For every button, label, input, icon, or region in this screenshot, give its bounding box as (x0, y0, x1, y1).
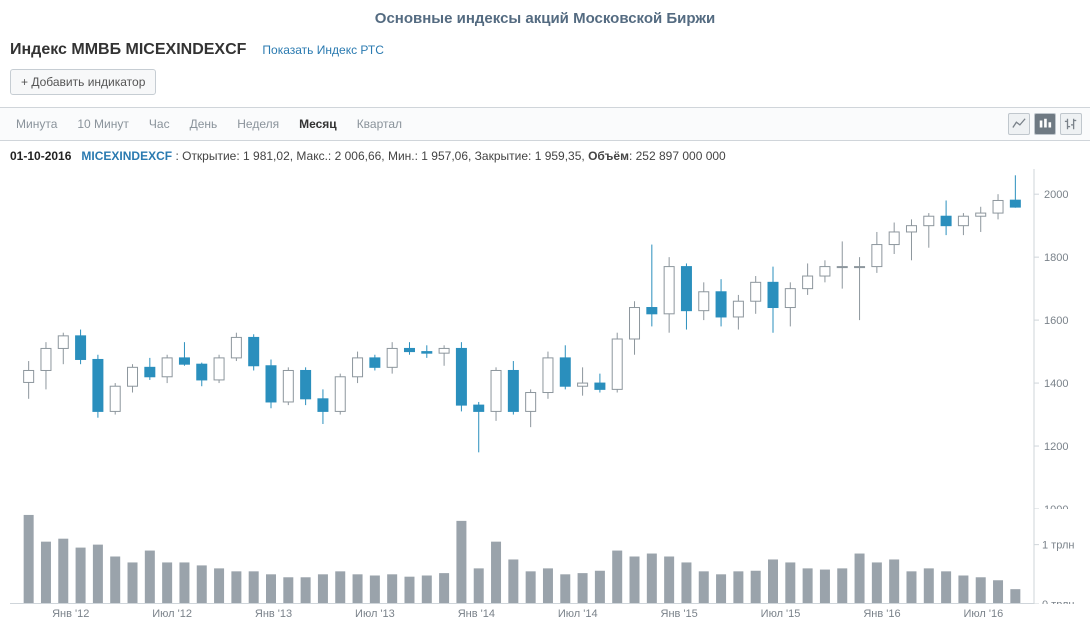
page-title: Основные индексы акций Московской Биржи (0, 0, 1090, 41)
timeframe-tab[interactable]: Неделя (229, 111, 287, 137)
x-axis-label: Янв '14 (426, 608, 527, 620)
toolbar: Минута10 МинутЧасДеньНеделяМесяцКвартал (0, 107, 1090, 141)
ohlc-info-line: 01-10-2016 MICEXINDEXCF : Открытие: 1 98… (0, 141, 1090, 169)
x-axis-label: Июл '15 (730, 608, 831, 620)
timeframe-tabs: Минута10 МинутЧасДеньНеделяМесяцКвартал (8, 111, 410, 137)
candlestick-chart-icon[interactable] (1034, 113, 1056, 135)
x-axis-labels: Янв '12Июл '12Янв '13Июл '13Янв '14Июл '… (10, 604, 1044, 630)
add-indicator-button[interactable]: + Добавить индикатор (10, 69, 156, 95)
svg-text:2000: 2000 (1044, 189, 1068, 201)
svg-text:1600: 1600 (1044, 315, 1068, 327)
x-axis-label: Июл '14 (527, 608, 628, 620)
timeframe-tab[interactable]: День (182, 111, 226, 137)
ohlc-chart-icon[interactable] (1060, 113, 1082, 135)
show-rts-link[interactable]: Показать Индекс РТС (262, 43, 383, 57)
x-axis-label: Янв '13 (223, 608, 324, 620)
subheader: Индекс ММВБ MICEXINDEXCF Показать Индекс… (0, 41, 1090, 69)
svg-text:0 трлн: 0 трлн (1042, 599, 1074, 604)
timeframe-tab[interactable]: Минута (8, 111, 65, 137)
svg-text:1400: 1400 (1044, 378, 1068, 390)
timeframe-tab[interactable]: Квартал (349, 111, 410, 137)
x-axis-label: Янв '15 (628, 608, 729, 620)
timeframe-tab[interactable]: 10 Минут (69, 111, 137, 137)
timeframe-tab[interactable]: Час (141, 111, 178, 137)
x-axis-label: Июл '16 (933, 608, 1034, 620)
info-ticker: MICEXINDEXCF (81, 149, 172, 163)
svg-text:1 трлн: 1 трлн (1042, 540, 1074, 552)
x-axis-label: Янв '16 (831, 608, 932, 620)
svg-text:1800: 1800 (1044, 252, 1068, 264)
info-text: : Открытие: 1 981,02, Макс.: 2 006,66, М… (175, 149, 725, 163)
line-chart-icon[interactable] (1008, 113, 1030, 135)
svg-text:1200: 1200 (1044, 441, 1068, 453)
index-name: Индекс ММВБ MICEXINDEXCF (10, 41, 246, 59)
info-date: 01-10-2016 (10, 149, 71, 163)
x-axis-label: Июл '12 (121, 608, 222, 620)
x-axis-label: Июл '13 (324, 608, 425, 620)
x-axis-label: Янв '12 (20, 608, 121, 620)
volume-chart: 0 трлн 1 трлн (10, 509, 1080, 604)
timeframe-tab[interactable]: Месяц (291, 111, 345, 137)
price-chart: 100012001400160018002000 (10, 169, 1080, 509)
